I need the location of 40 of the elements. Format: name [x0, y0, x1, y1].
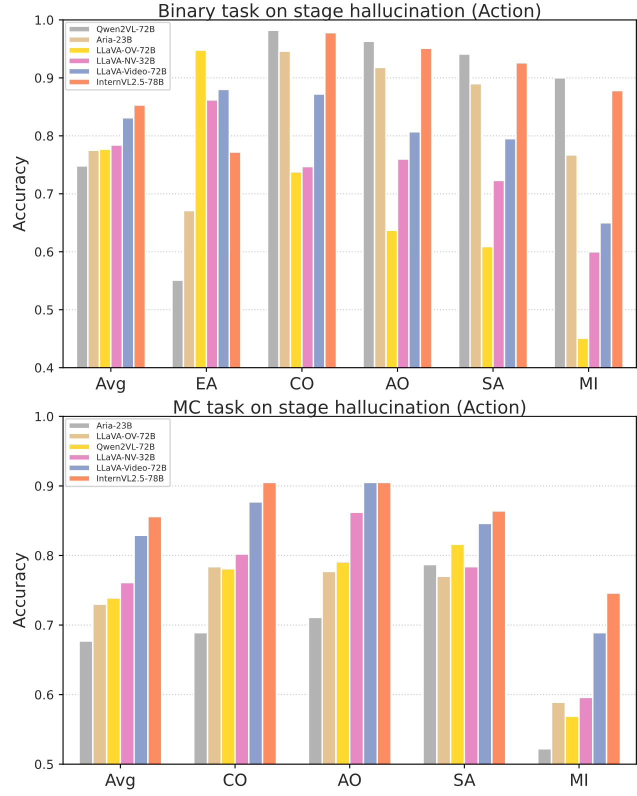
- x-tick-label: SA: [482, 377, 504, 390]
- chart-title: Binary task on stage hallucination (Action): [159, 3, 540, 21]
- x-tick-label: CO: [290, 377, 314, 390]
- x-tick-label: SA: [454, 773, 476, 786]
- y-tick-label: 0.6: [34, 247, 54, 257]
- legend-label: InternVL2.5-78B: [97, 78, 164, 86]
- legend-label: LLaVA-Video-72B: [97, 464, 166, 471]
- y-tick-label: 0.4: [34, 363, 54, 373]
- x-tick-label: AO: [386, 377, 409, 390]
- y-tick-label: 0.9: [34, 73, 54, 83]
- y-tick-label: 0.7: [34, 189, 53, 199]
- legend-label: LLaVA-NV-32B: [97, 58, 155, 64]
- x-tick-label: EA: [197, 377, 218, 390]
- x-tick-label: CO: [224, 773, 246, 786]
- y-tick-label: 0.7: [34, 620, 53, 630]
- x-tick-label: AO: [338, 773, 361, 786]
- y-tick-label: 1.0: [36, 15, 54, 25]
- legend-label: InternVL2.5-78B: [97, 475, 164, 482]
- y-tick-label: 0.6: [34, 690, 54, 700]
- legend-label: Qwen2VL-72B: [96, 443, 154, 451]
- y-axis-title: Accuracy: [12, 552, 29, 628]
- x-tick-label: MI: [571, 774, 588, 786]
- legend-label: LLaVA-OV-72B: [97, 432, 156, 440]
- y-tick-label: 1.0: [36, 412, 54, 422]
- x-tick-label: Avg: [96, 377, 125, 393]
- legend-label: Aria-23B: [96, 422, 132, 429]
- legend-label: LLaVA-NV-32B: [97, 454, 155, 460]
- y-tick-label: 0.8: [34, 131, 54, 141]
- x-tick-label: MI: [580, 377, 597, 390]
- legend-label: LLaVA-OV-72B: [97, 47, 156, 54]
- legend-label: Qwen2VL-72B: [96, 26, 154, 34]
- x-tick-label: Avg: [105, 774, 134, 790]
- legend-label: Aria-23B: [96, 36, 132, 43]
- legend-label: LLaVA-Video-72B: [97, 68, 166, 74]
- y-tick-label: 0.5: [34, 305, 53, 315]
- y-tick-label: 0.5: [34, 760, 53, 770]
- y-axis-title: Accuracy: [12, 156, 29, 232]
- chart-title: MC task on stage hallucination (Action): [174, 400, 526, 418]
- y-tick-label: 0.8: [34, 550, 54, 560]
- y-tick-label: 0.9: [34, 481, 54, 491]
